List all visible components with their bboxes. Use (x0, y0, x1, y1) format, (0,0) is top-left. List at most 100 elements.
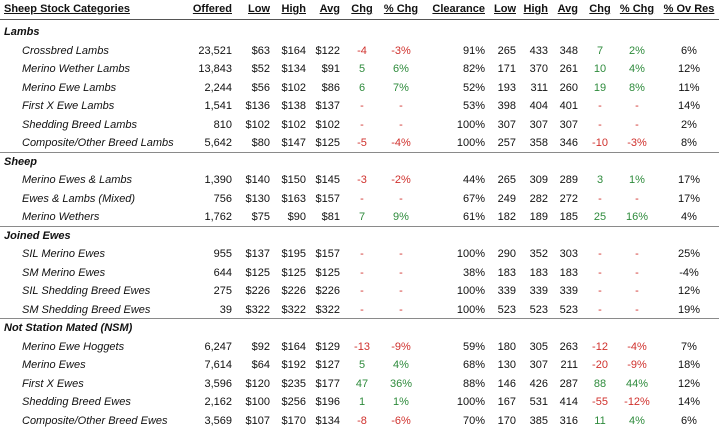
pct-change-cents: - (635, 303, 639, 316)
pct-change-cents: 16% (625, 211, 649, 223)
stock-category: SM Shedding Breed Ewes (22, 303, 151, 316)
change: - (360, 118, 364, 131)
pct-over-reserve: 2% (681, 118, 697, 131)
clearance: 88% (462, 377, 485, 390)
pct-change: -2% (391, 174, 411, 186)
low-cents: 193 (497, 81, 516, 94)
low-cents: 249 (497, 192, 516, 205)
offered: 1,541 (204, 100, 232, 112)
stock-category: First X Ewe Lambs (22, 100, 115, 112)
change-cents: 7 (596, 44, 604, 57)
pct-over-reserve: 12% (677, 377, 701, 390)
avg-price: $129 (315, 340, 340, 353)
stock-category: First X Ewes (22, 377, 84, 390)
high-cents: 189 (529, 211, 548, 223)
high-cents: 309 (529, 174, 548, 186)
high-cents: 352 (529, 248, 548, 260)
high-price: $235 (281, 377, 306, 390)
pct-change-cents: -4% (627, 340, 647, 353)
avg-cents: 261 (559, 63, 578, 75)
avg-price: $137 (315, 100, 340, 112)
offered: 955 (213, 248, 232, 260)
clearance: 67% (462, 192, 485, 205)
stock-category: Composite/Other Breed Ewes (22, 414, 168, 427)
stock-category: Merino Wethers (22, 211, 100, 223)
avg-price: $127 (315, 359, 340, 371)
avg-price: $102 (315, 118, 340, 131)
change-cents: - (598, 192, 602, 205)
avg-price: $122 (315, 44, 340, 57)
low-price: $52 (251, 63, 270, 75)
pct-over-reserve: 11% (678, 81, 700, 94)
table-row: Merino Wether Lambs 13,843 $52 $134 $91 5 6% 82… (0, 60, 719, 78)
low-cents: 130 (497, 359, 516, 371)
pct-over-reserve: 6% (681, 414, 697, 427)
change: -8 (357, 414, 367, 427)
pct-over-reserve: -4% (679, 266, 699, 279)
table-row: SM Shedding Breed Ewes 39 $322 $322 $322 - - 10… (0, 301, 719, 319)
pct-change: -3% (391, 44, 411, 57)
high-price: $322 (281, 303, 306, 316)
stock-category: Merino Wether Lambs (22, 63, 131, 75)
section-heading-row: Sheep (0, 153, 719, 171)
pct-change: - (399, 118, 403, 131)
offered: 1,390 (204, 174, 232, 186)
table-row: Merino Ewe Lambs 2,244 $56 $102 $86 6 7% 52% 193… (0, 79, 719, 97)
stock-category: Merino Ewes & Lambs (22, 174, 133, 186)
offered: 23,521 (198, 44, 232, 57)
change: -13 (354, 340, 370, 353)
high-price: $256 (281, 396, 306, 408)
section-heading-row: Joined Ewes (0, 227, 719, 245)
change: 5 (358, 359, 366, 371)
stock-category: Ewes & Lambs (Mixed) (22, 192, 136, 205)
change-cents: - (598, 266, 602, 279)
high-cents: 370 (529, 63, 548, 75)
avg-cents: 348 (559, 44, 578, 57)
stock-category: Merino Ewes (22, 359, 86, 371)
pct-change: - (399, 303, 403, 316)
section-heading-row: Lambs (0, 23, 719, 41)
pct-change-cents: -12% (624, 396, 650, 408)
stock-category: Merino Ewe Lambs (22, 81, 117, 94)
table-row: Shedding Breed Lambs 810 $102 $102 $102 - - 100… (0, 116, 719, 134)
avg-price: $91 (321, 63, 340, 75)
change-cents: -10 (592, 137, 608, 149)
change: -5 (357, 137, 367, 149)
change: 1 (358, 396, 366, 408)
pct-change: - (399, 248, 403, 260)
pct-change-cents: 4% (629, 414, 645, 427)
section-heading: Lambs (4, 26, 40, 38)
change: 47 (355, 377, 369, 390)
change: 5 (358, 63, 366, 75)
change-cents: 25 (593, 211, 607, 223)
high-cents: 404 (529, 100, 548, 112)
pct-over-reserve: 7% (681, 340, 697, 353)
low-cents: 146 (497, 377, 516, 390)
section-divider (0, 318, 719, 319)
avg-price: $322 (315, 303, 340, 316)
change-cents: 11 (594, 414, 606, 427)
header-chg: Chg (351, 3, 373, 15)
pct-change: 7% (393, 81, 409, 94)
header-pct-chg-cents: % Chg (619, 3, 655, 15)
pct-change-cents: - (635, 266, 639, 279)
high-price: $102 (281, 118, 306, 131)
high-price: $163 (281, 192, 306, 205)
avg-price: $157 (315, 248, 340, 260)
low-cents: 170 (497, 414, 516, 427)
change-cents: 88 (593, 377, 607, 390)
change-cents: - (598, 100, 602, 112)
change-cents: 3 (596, 174, 604, 186)
clearance: 68% (462, 359, 485, 371)
avg-price: $125 (315, 266, 340, 279)
low-cents: 171 (497, 63, 516, 75)
clearance: 61% (462, 211, 485, 223)
header-clearance: Clearance (432, 3, 485, 15)
header-high: High (281, 3, 306, 15)
low-price: $136 (245, 100, 270, 112)
high-cents: 531 (529, 396, 548, 408)
avg-price: $81 (321, 211, 340, 223)
low-price: $130 (245, 192, 270, 205)
table-row: Ewes & Lambs (Mixed) 756 $130 $163 $157 - - 67%… (0, 190, 719, 208)
pct-change: 9% (393, 211, 409, 223)
